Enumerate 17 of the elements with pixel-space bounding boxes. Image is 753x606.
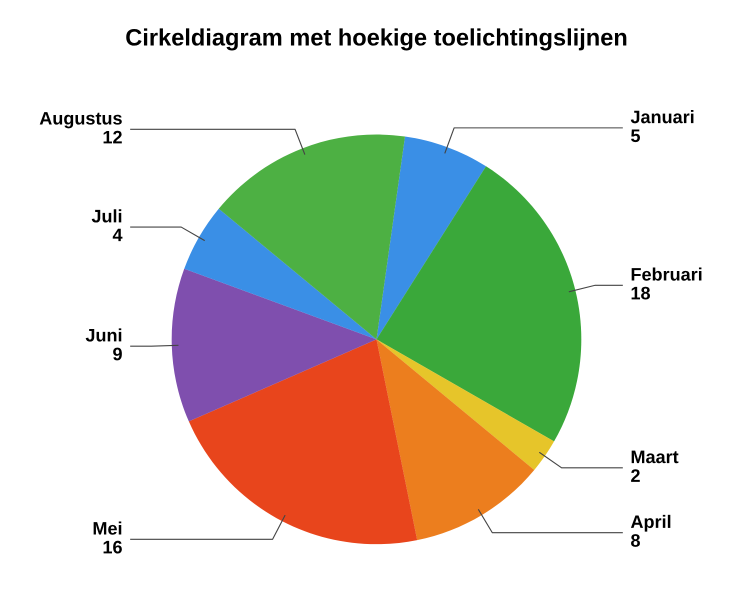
slice-label: Mei xyxy=(94,521,122,535)
slice-label: Juli xyxy=(92,209,122,223)
slice-label: Februari xyxy=(632,267,702,281)
slice-label: Augustus xyxy=(40,112,122,128)
data-label: 9 xyxy=(113,348,122,360)
slice-label: Januari xyxy=(630,110,694,124)
data-label: 16 xyxy=(104,540,122,554)
data-label: 4 xyxy=(112,228,122,242)
slice-label: Maart xyxy=(632,450,678,464)
slice-label: April xyxy=(630,514,670,532)
data-label: 2 xyxy=(631,469,640,482)
slice-label: Juni xyxy=(86,328,122,342)
data-label: 18 xyxy=(632,286,650,300)
data-label: 8 xyxy=(631,534,640,547)
data-label: 5 xyxy=(631,130,640,142)
data-label: 12 xyxy=(104,130,122,144)
chart-title: Cirkeldiagram met hoekige toelichtingslijnen xyxy=(126,28,626,50)
